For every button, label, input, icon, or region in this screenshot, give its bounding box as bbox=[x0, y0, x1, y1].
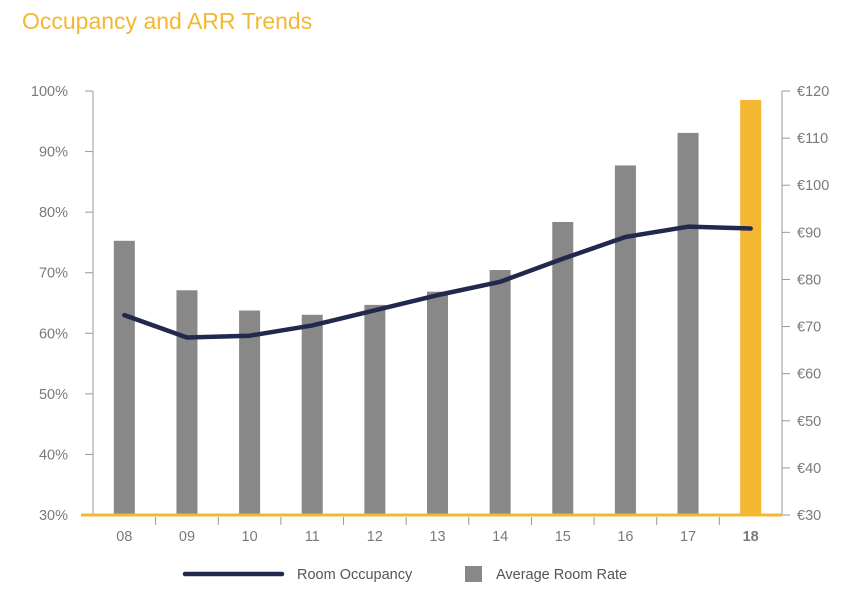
right-tick-label: €40 bbox=[797, 461, 821, 477]
left-tick-label: 50% bbox=[39, 387, 68, 403]
x-tick-label-15: 15 bbox=[555, 529, 571, 545]
right-axis: €30 €40 €50 €60 €70 €80 €90 €100 €110 €120 bbox=[781, 84, 829, 524]
occupancy-point-09 bbox=[185, 336, 189, 340]
right-tick-label: €120 bbox=[797, 84, 829, 100]
right-tick-label: €30 bbox=[797, 508, 821, 524]
left-tick-label: 100% bbox=[31, 84, 68, 100]
right-tick-label: €60 bbox=[797, 367, 821, 383]
legend-label-occupancy: Room Occupancy bbox=[297, 567, 413, 583]
bar-11 bbox=[301, 314, 323, 515]
x-tick-label-12: 12 bbox=[367, 529, 383, 545]
left-tick-label: 90% bbox=[39, 145, 68, 161]
bar-08 bbox=[113, 240, 135, 515]
bar-14 bbox=[489, 270, 511, 515]
chart-title: Occupancy and ARR Trends bbox=[22, 8, 313, 34]
left-tick-label: 60% bbox=[39, 326, 68, 342]
occupancy-point-14 bbox=[498, 280, 502, 284]
left-tick-label: 80% bbox=[39, 205, 68, 221]
right-tick-label: €90 bbox=[797, 225, 821, 241]
x-tick-label-10: 10 bbox=[242, 529, 258, 545]
legend: Room Occupancy Average Room Rate bbox=[182, 566, 627, 583]
bar-13 bbox=[427, 291, 448, 515]
x-tick-label-08: 08 bbox=[116, 529, 132, 545]
bar-10 bbox=[239, 310, 261, 515]
right-tick-label: €50 bbox=[797, 414, 821, 430]
x-tick-label-17: 17 bbox=[680, 529, 696, 545]
occupancy-point-15 bbox=[561, 257, 565, 261]
occupancy-point-08 bbox=[122, 313, 126, 317]
x-tick-label-18: 18 bbox=[743, 529, 759, 545]
occupancy-point-16 bbox=[623, 235, 627, 239]
left-axis: 30% 40% 50% 60% 70% 80% 90% 100% bbox=[31, 84, 94, 524]
right-tick-label: €80 bbox=[797, 272, 821, 288]
x-tick-label-13: 13 bbox=[429, 529, 445, 545]
bar-16 bbox=[614, 165, 636, 516]
occupancy-point-17 bbox=[686, 225, 690, 229]
bar-15 bbox=[552, 221, 574, 516]
occupancy-point-13 bbox=[436, 293, 439, 297]
bar-12 bbox=[364, 304, 386, 515]
bar-series bbox=[113, 99, 762, 516]
x-tick-label-09: 09 bbox=[179, 529, 195, 545]
x-tick-label-11: 11 bbox=[305, 529, 320, 545]
x-tick-label-14: 14 bbox=[492, 529, 508, 545]
occupancy-point-10 bbox=[248, 334, 252, 338]
occupancy-point-18 bbox=[749, 226, 753, 230]
bar-17 bbox=[677, 132, 699, 515]
x-tick-label-16: 16 bbox=[617, 529, 633, 545]
line-series bbox=[122, 224, 753, 340]
right-tick-label: €70 bbox=[797, 320, 821, 336]
x-axis-ticks: 08 09 10 11 12 13 14 15 16 17 18 bbox=[116, 517, 759, 545]
bar-18 bbox=[740, 99, 762, 515]
occupancy-point-12 bbox=[373, 308, 377, 312]
bar-09 bbox=[176, 290, 198, 515]
occupancy-point-11 bbox=[310, 323, 314, 327]
left-tick-label: 40% bbox=[39, 447, 68, 463]
right-tick-label: €110 bbox=[797, 131, 828, 147]
left-tick-label: 30% bbox=[39, 508, 68, 524]
left-tick-label: 70% bbox=[39, 266, 68, 282]
legend-label-arr: Average Room Rate bbox=[496, 567, 627, 583]
right-tick-label: €100 bbox=[797, 178, 829, 194]
legend-bar-swatch bbox=[465, 566, 482, 582]
